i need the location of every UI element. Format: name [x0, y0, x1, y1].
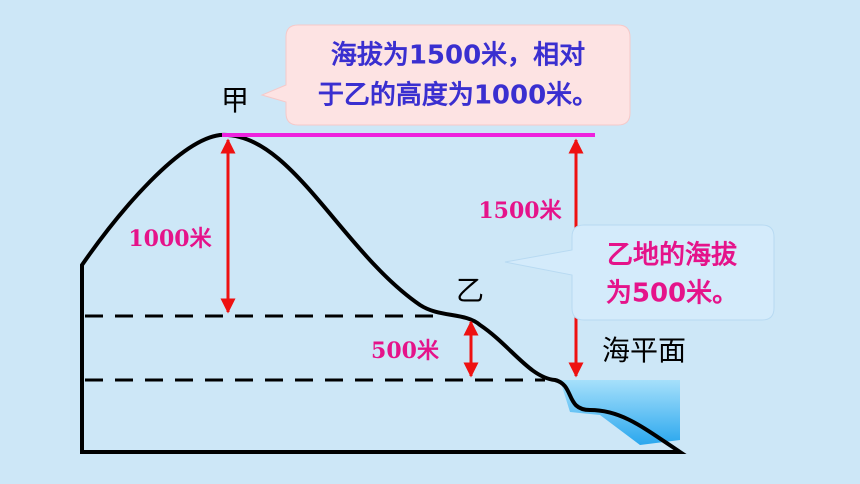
water — [560, 380, 680, 445]
mountain — [80, 132, 687, 454]
label-yi: 乙 — [456, 274, 484, 307]
callout-text: 乙地的海拔 — [607, 240, 738, 271]
callout-text: 海拔为1500米，相对 — [331, 41, 585, 71]
callout-top — [260, 24, 631, 126]
callout-right — [504, 224, 775, 321]
callout-text: 于乙的高度为1000米。 — [318, 80, 598, 111]
label-jia: 甲 — [221, 84, 249, 117]
callout-text: 为500米。 — [606, 279, 738, 309]
height-label: 500米 — [371, 338, 440, 364]
height-label: 1500米 — [478, 198, 562, 224]
height-label: 1000米 — [128, 226, 212, 252]
label-sea-level: 海平面 — [602, 334, 686, 367]
